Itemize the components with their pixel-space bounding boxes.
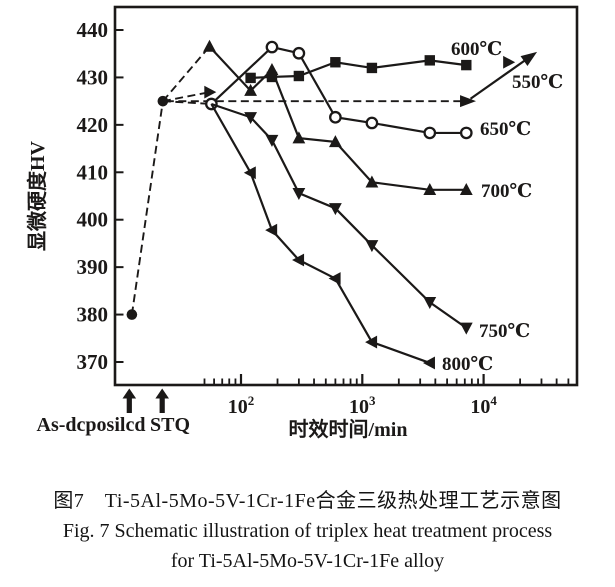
y-tick-label: 410 [77,160,109,184]
circle-open-marker [459,126,473,140]
triangle-left-marker [243,166,256,180]
figure-caption: 图7 Ti-5Al-5Mo-5V-1Cr-1Fe合金三级热处理工艺示意图 Fig… [0,484,615,573]
series-label-750C: 750℃ [479,321,530,342]
triangle-down-marker [265,134,279,147]
series-line-750C [211,102,467,329]
square-marker [266,71,278,83]
circle-open-marker [292,46,306,60]
annotation-as-deposited: As-dcposilcd [37,414,146,436]
triangle-right-marker [503,55,516,69]
process-line [162,100,212,105]
triangle-up-marker [459,183,473,196]
annotation-stq: STQ [150,414,190,436]
process-line [130,101,164,315]
x-tick-label: 102 [228,393,255,418]
triangle-right-marker [204,85,217,99]
up-arrow-icon [122,388,137,413]
triangle-up-marker [292,131,306,144]
triangle-left-marker [328,272,341,285]
process-line [469,56,531,100]
triangle-left-marker [292,253,305,267]
y-axis-title: 显微硬度HV [25,140,49,251]
square-marker [245,72,256,84]
series-line-700C [208,45,467,191]
y-tick-label: 390 [77,255,109,279]
caption-chinese: 图7 Ti-5Al-5Mo-5V-1Cr-1Fe合金三级热处理工艺示意图 [53,490,562,512]
caption-english-line2: for Ti-5Al-5Mo-5V-1Cr-1Fe alloy [170,550,445,572]
triangle-down-marker [423,297,437,310]
dot-marker [157,95,169,107]
square-marker [424,55,435,66]
triangle-down-marker [244,112,258,125]
series-label-550C: 550℃ [512,72,563,93]
triangle-left-marker [265,223,278,237]
process-line [162,91,210,103]
square-marker [293,70,305,82]
x-axis-title: 时效时间/min [289,417,408,441]
x-tick-label: 104 [470,393,497,418]
series-label-800C: 800℃ [442,354,493,375]
triangle-up-marker [365,175,379,188]
y-tick-label: 370 [77,350,109,374]
square-marker [330,57,341,68]
circle-open-marker [265,40,279,54]
process-arrow [520,51,538,66]
square-marker [461,59,472,71]
y-tick-label: 400 [77,208,109,232]
process-arrow [460,95,477,108]
y-tick-label: 380 [77,303,109,327]
triangle-down-marker [328,203,342,216]
triangle-left-marker [422,356,435,370]
series-label-600C: 600℃ [451,39,502,60]
series-line-800C [210,103,431,364]
y-tick-label: 420 [77,113,109,137]
series-label-700C: 700℃ [481,181,532,202]
triangle-up-marker [328,135,342,148]
circle-open-marker [423,126,437,140]
caption-english-line1: Fig. 7 Schematic illustration of triplex… [62,520,553,542]
triangle-up-marker [244,83,258,96]
y-tick-label: 440 [77,18,109,42]
hardness-vs-aging-time-chart: 370 380 390 400 410 420 430 440 102 103 104 时效时间/mi… [25,5,579,441]
triangle-left-marker [365,335,378,349]
y-tick-label: 430 [77,65,109,89]
dot-marker [126,309,138,320]
series-label-650C: 650℃ [480,119,531,140]
up-arrow-icon [155,388,169,413]
triangle-up-marker [203,39,216,52]
triangle-down-marker [365,240,379,253]
triangle-down-marker [292,187,306,200]
square-marker [366,62,378,74]
triangle-up-marker [423,183,437,196]
triangle-up-marker [265,63,279,76]
triangle-down-marker [459,322,473,335]
plot-frame [113,5,579,387]
circle-open-marker [329,110,342,124]
x-tick-label: 103 [349,393,376,418]
circle-open-marker [365,116,379,130]
